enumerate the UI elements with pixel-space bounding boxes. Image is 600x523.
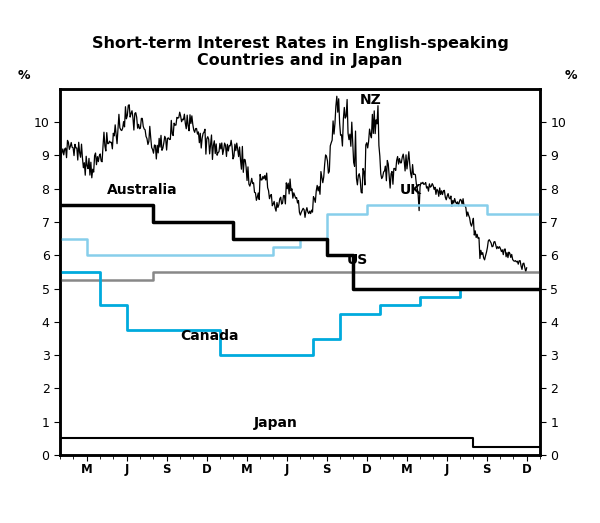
Text: Canada: Canada bbox=[180, 329, 239, 343]
Text: %: % bbox=[18, 69, 30, 82]
Text: %: % bbox=[565, 69, 577, 82]
Text: US: US bbox=[347, 253, 368, 267]
Text: UK: UK bbox=[400, 183, 422, 197]
Text: Japan: Japan bbox=[253, 416, 297, 430]
Text: Short-term Interest Rates in English-speaking
Countries and in Japan: Short-term Interest Rates in English-spe… bbox=[92, 36, 508, 68]
Text: NZ: NZ bbox=[360, 93, 382, 107]
Text: Australia: Australia bbox=[107, 183, 177, 197]
